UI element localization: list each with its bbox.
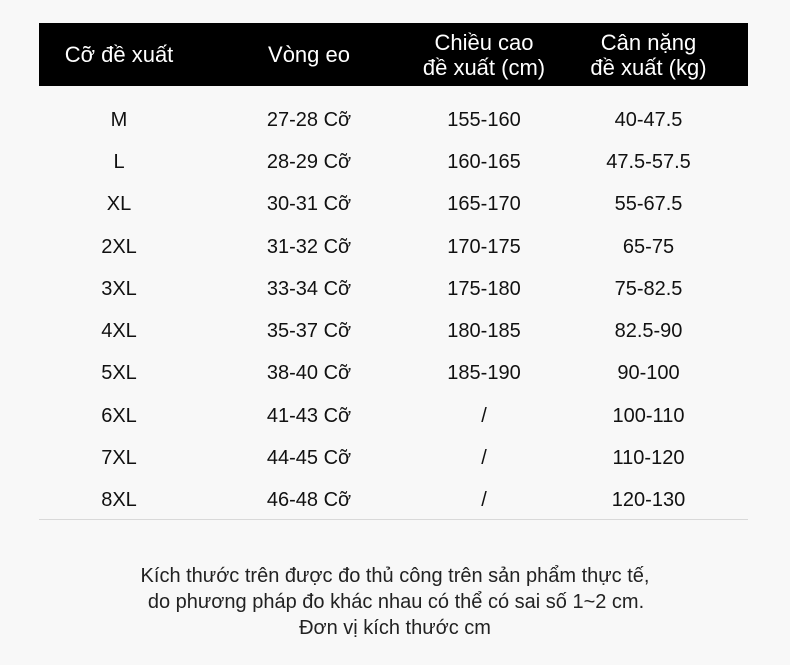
note-line-1: Kích thước trên được đo thủ công trên sả…: [140, 565, 650, 587]
height-cell: 160-165: [447, 150, 521, 173]
waist-cell: 30-31 Cỡ: [266, 193, 352, 216]
note-line-3: Đơn vị kích thước cm: [299, 617, 491, 639]
waist-cell: 28-29 Cỡ: [266, 150, 352, 173]
table-row: 3XL 33-34 Cỡ 175-180 75-82.5: [39, 268, 748, 310]
waist-cell: 41-43 Cỡ: [266, 404, 352, 427]
header-height: Chiều cao đề xuất (cm): [419, 30, 549, 80]
table-row: 2XL 31-32 Cỡ 170-175 65-75: [39, 226, 748, 268]
note-line-2: do phương pháp đo khác nhau có thể có sa…: [147, 591, 645, 613]
waist-cell: 31-32 Cỡ: [266, 235, 352, 258]
height-cell: 155-160: [447, 108, 521, 131]
waist-cell: 46-48 Cỡ: [266, 489, 352, 512]
weight-cell: 120-130: [611, 489, 686, 512]
weight-cell: 47.5-57.5: [606, 150, 691, 173]
weight-cell: 90-100: [617, 362, 680, 385]
weight-cell: 100-110: [612, 404, 685, 427]
weight-cell: 55-67.5: [614, 193, 683, 216]
height-cell: 170-175: [447, 235, 521, 258]
header-suggested-size-text: Cỡ đề xuất: [64, 42, 174, 67]
table-bottom-divider: [39, 519, 748, 520]
size-cell: 6XL: [101, 404, 137, 427]
size-cell: 8XL: [101, 489, 137, 512]
size-cell: XL: [106, 193, 132, 216]
height-cell: /: [481, 404, 487, 427]
size-cell: 2XL: [101, 235, 137, 258]
table-body: M 27-28 Cỡ 155-160 40-47.5 L 28-29 Cỡ 16…: [39, 86, 748, 522]
header-height-line1: Chiều cao: [434, 29, 534, 55]
header-height-line2: đề xuất (cm): [422, 54, 546, 80]
size-cell: 3XL: [101, 277, 137, 300]
table-row: XL 30-31 Cỡ 165-170 55-67.5: [39, 184, 748, 226]
weight-cell: 40-47.5: [614, 108, 683, 131]
size-cell: L: [113, 150, 125, 173]
size-cell: 7XL: [101, 447, 137, 470]
weight-cell: 110-120: [612, 447, 685, 470]
table-row: 7XL 44-45 Cỡ / 110-120: [39, 437, 748, 479]
weight-cell: 75-82.5: [614, 277, 683, 300]
waist-cell: 38-40 Cỡ: [266, 362, 352, 385]
weight-cell: 65-75: [622, 235, 675, 258]
table-row: 6XL 41-43 Cỡ / 100-110: [39, 395, 748, 437]
table-row: M 27-28 Cỡ 155-160 40-47.5: [39, 99, 748, 141]
height-cell: /: [481, 447, 487, 470]
measurement-note: Kích thước trên được đo thủ công trên sả…: [0, 563, 790, 641]
waist-cell: 33-34 Cỡ: [266, 277, 352, 300]
height-cell: 165-170: [447, 193, 521, 216]
waist-cell: 44-45 Cỡ: [266, 447, 352, 470]
header-weight-line2: đề xuất (kg): [590, 54, 707, 80]
table-row: 8XL 46-48 Cỡ / 120-130: [39, 480, 748, 522]
header-weight-line1: Cân nặng: [600, 29, 697, 55]
header-waist-text: Vòng eo: [268, 42, 350, 67]
height-cell: 185-190: [447, 362, 521, 385]
height-cell: 180-185: [447, 320, 521, 343]
table-row: 5XL 38-40 Cỡ 185-190 90-100: [39, 353, 748, 395]
table-header-row: Cỡ đề xuất Vòng eo Chiều cao đề xuất (cm…: [39, 23, 748, 86]
waist-cell: 35-37 Cỡ: [266, 320, 352, 343]
size-chart-table: Cỡ đề xuất Vòng eo Chiều cao đề xuất (cm…: [39, 23, 748, 522]
height-cell: 175-180: [447, 277, 521, 300]
table-row: L 28-29 Cỡ 160-165 47.5-57.5: [39, 141, 748, 183]
weight-cell: 82.5-90: [614, 320, 683, 343]
size-cell: M: [110, 108, 128, 131]
waist-cell: 27-28 Cỡ: [266, 108, 352, 131]
size-cell: 4XL: [101, 320, 137, 343]
header-suggested-size: Cỡ đề xuất: [39, 42, 199, 67]
header-weight: Cân nặng đề xuất (kg): [549, 30, 748, 80]
size-cell: 5XL: [101, 362, 137, 385]
height-cell: /: [481, 489, 487, 512]
table-row: 4XL 35-37 Cỡ 180-185 82.5-90: [39, 310, 748, 352]
header-waist: Vòng eo: [199, 42, 419, 67]
